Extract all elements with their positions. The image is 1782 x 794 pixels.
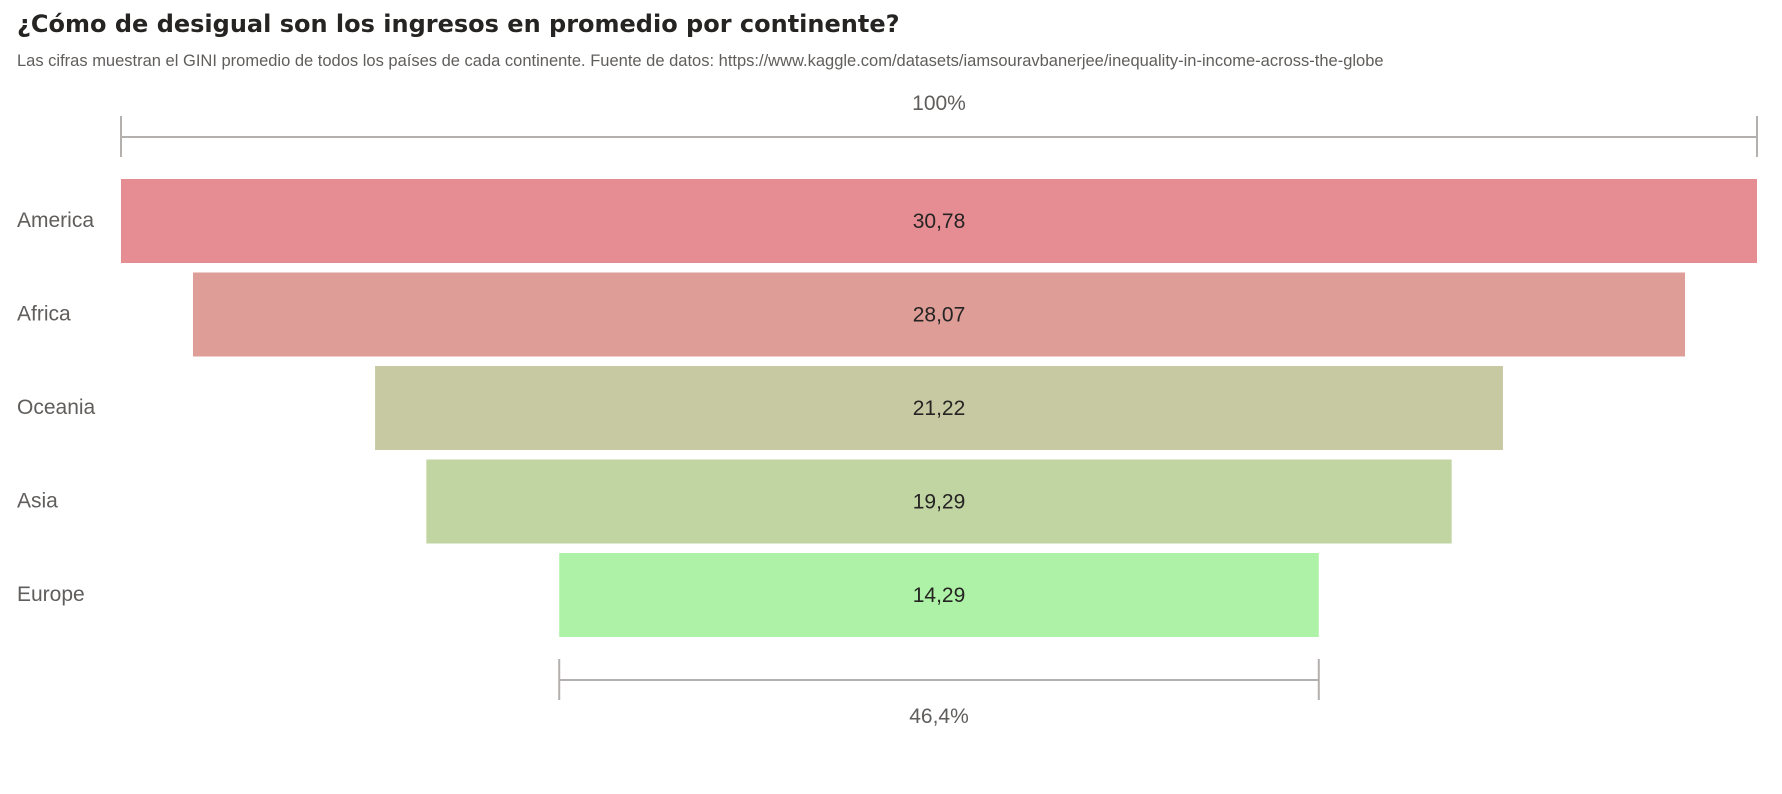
bar-rect[interactable] (193, 272, 1685, 357)
category-label: Africa (17, 303, 71, 326)
top-percent-label: 100% (912, 92, 966, 115)
bar-rect[interactable] (426, 459, 1452, 544)
top-percent-bracket: 100% (120, 92, 1758, 157)
value-label: 28,07 (913, 304, 966, 327)
bar-rect[interactable] (121, 179, 1757, 263)
value-label: 19,29 (913, 491, 966, 514)
bottom-percent-label: 46,4% (909, 705, 969, 728)
bar-rect[interactable] (375, 366, 1503, 450)
bottom-percent-bracket: 46,4% (558, 659, 1320, 728)
chart-title: ¿Cómo de desigual son los ingresos en pr… (17, 10, 900, 38)
bar-rect[interactable] (559, 553, 1319, 637)
funnel-bar-asia[interactable]: 19,29 Asia (17, 459, 1452, 544)
funnel-bar-america[interactable]: 30,78 America (17, 179, 1757, 263)
chart-subtitle: Las cifras muestran el GINI promedio de … (17, 52, 1384, 70)
value-label: 14,29 (913, 584, 966, 607)
category-label: Europe (17, 583, 85, 606)
category-label: Oceania (17, 396, 96, 419)
funnel-bar-africa[interactable]: 28,07 Africa (17, 272, 1685, 357)
category-label: Asia (17, 490, 58, 513)
value-label: 21,22 (913, 397, 966, 420)
funnel-bar-oceania[interactable]: 21,22 Oceania (17, 366, 1503, 450)
funnel-bar-europe[interactable]: 14,29 Europe (17, 553, 1319, 637)
value-label: 30,78 (913, 210, 966, 233)
category-label: America (17, 209, 94, 232)
funnel-bars: 30,78 America 28,07 Africa 21,22 Oceania 19,29… (17, 179, 1757, 637)
